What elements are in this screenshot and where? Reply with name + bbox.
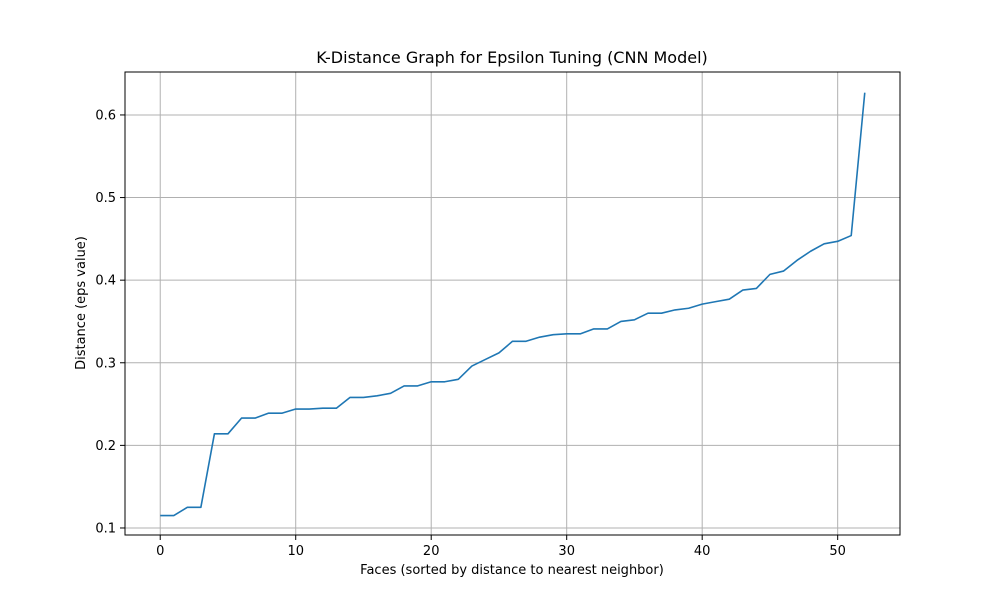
series-layer	[160, 92, 866, 517]
x-tick-label: 40	[694, 544, 711, 559]
y-tick-label: 0.3	[95, 356, 116, 371]
plot-frame	[124, 71, 901, 536]
y-tick-label: 0.4	[95, 274, 116, 289]
x-axis-label: Faces (sorted by distance to nearest nei…	[360, 563, 664, 578]
y-tick-label: 0.2	[95, 439, 116, 454]
y-axis-label: Distance (eps value)	[74, 236, 89, 370]
y-tick-label: 0.6	[95, 108, 116, 123]
x-tick-label: 50	[829, 544, 846, 559]
x-tick-label: 30	[558, 544, 575, 559]
x-tick-label: 10	[287, 544, 304, 559]
y-tick-label: 0.1	[95, 521, 116, 536]
series-line	[160, 92, 866, 517]
y-tick-label: 0.5	[95, 191, 116, 206]
chart-title: K-Distance Graph for Epsilon Tuning (CNN…	[316, 48, 708, 67]
x-tick-label: 0	[156, 544, 164, 559]
x-tick-label: 20	[423, 544, 440, 559]
axis-ticks: 0 10 20 30 40 50 0.1 0.2 0.3 0.4 0.5 0.6	[95, 108, 846, 559]
